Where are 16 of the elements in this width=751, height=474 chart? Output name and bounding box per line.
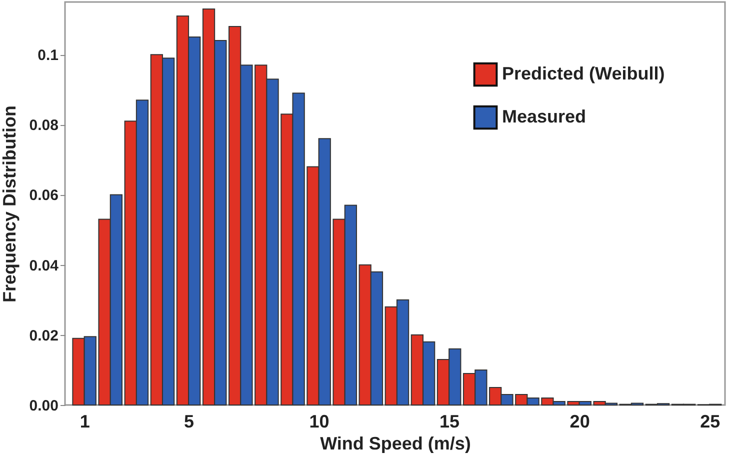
y-axis-title: Frequency Distribution — [0, 105, 20, 303]
x-tick-label: 1 — [80, 412, 90, 432]
y-tick-label: 0.1 — [38, 47, 58, 64]
y-tick-label: 0.00 — [29, 398, 58, 414]
y-tick-label: 0.06 — [29, 187, 58, 204]
legend-label: Measured — [502, 106, 586, 126]
x-tick-label: 10 — [309, 412, 330, 432]
y-tick-label: 0.08 — [29, 117, 58, 134]
legend-label: Predicted (Weibull) — [502, 64, 665, 84]
x-axis-title: Wind Speed (m/s) — [320, 434, 471, 454]
y-tick-label: 0.02 — [29, 327, 58, 344]
y-tick-label: 0.04 — [29, 257, 60, 274]
x-tick-label: 25 — [700, 412, 720, 432]
x-tick-label: 15 — [440, 412, 460, 432]
x-tick-label: 20 — [570, 412, 590, 432]
x-tick-label: 5 — [184, 412, 194, 432]
